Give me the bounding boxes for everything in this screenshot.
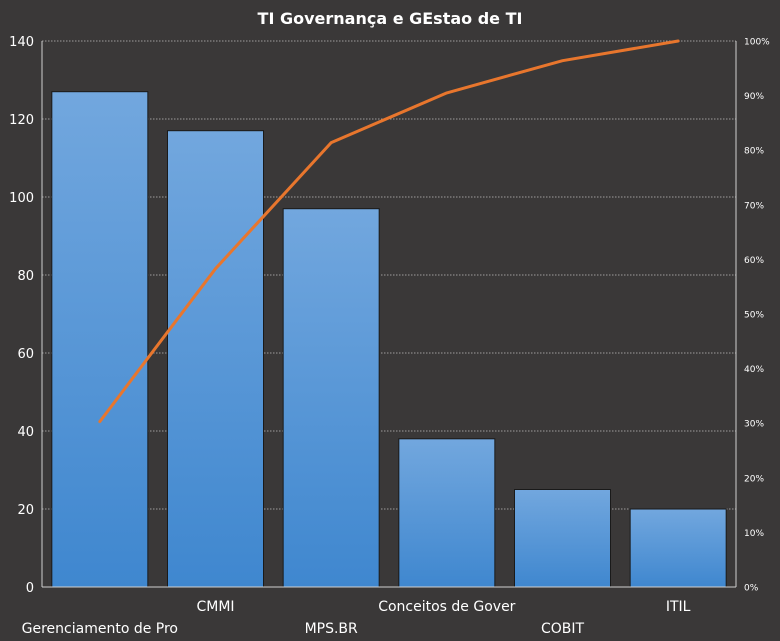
y2-tick-label: 90% — [744, 92, 764, 102]
y2-tick-label: 0% — [744, 584, 759, 594]
y2-tick-label: 40% — [744, 365, 764, 375]
y2-tick-label: 70% — [744, 201, 764, 211]
y2-tick-label: 30% — [744, 420, 764, 430]
y-tick-label: 100 — [9, 191, 34, 206]
bar — [282, 208, 380, 588]
x-tick-label: COBIT — [541, 621, 585, 637]
y2-tick-label: 20% — [744, 474, 764, 484]
bars — [51, 91, 727, 588]
x-tick-label: MPS.BR — [305, 621, 358, 637]
x-axis-tick-labels: Gerenciamento de Pro CMMI MPS.BR Conceitos … — [22, 599, 691, 637]
y-axis-left-tick-labels: 0 20 40 60 80 100 120 140 — [9, 35, 34, 596]
y2-tick-label: 80% — [744, 147, 764, 157]
y-tick-label: 0 — [26, 581, 34, 596]
bar — [629, 508, 727, 588]
y-tick-label: 20 — [17, 503, 34, 518]
cumulative-series-line — [98, 39, 680, 424]
bar — [166, 130, 265, 588]
chart-title: TI Governança e GEstao de TI — [258, 9, 523, 28]
y-tick-label: 140 — [9, 35, 34, 50]
y2-tick-label: 60% — [744, 256, 764, 266]
y-tick-label: 40 — [17, 425, 34, 440]
cumulative-line — [98, 39, 680, 424]
y-tick-label: 80 — [17, 269, 34, 284]
bar — [398, 438, 496, 588]
y2-tick-label: 10% — [744, 529, 764, 539]
axes — [41, 41, 737, 588]
x-tick-label: Conceitos de Gover — [378, 599, 515, 615]
y-tick-label: 120 — [9, 113, 34, 128]
x-tick-label: ITIL — [666, 599, 691, 615]
bar — [513, 489, 612, 588]
y-axis-right-tick-labels: 0% 10% 20% 30% 40% 50% 60% 70% 80% 90% 100% — [744, 38, 770, 594]
y-tick-label: 60 — [17, 347, 34, 362]
bar — [51, 91, 149, 588]
y2-tick-label: 100% — [744, 38, 770, 48]
x-tick-label: Gerenciamento de Pro — [22, 621, 178, 637]
y2-tick-label: 50% — [744, 311, 764, 321]
x-tick-label: CMMI — [196, 599, 234, 615]
